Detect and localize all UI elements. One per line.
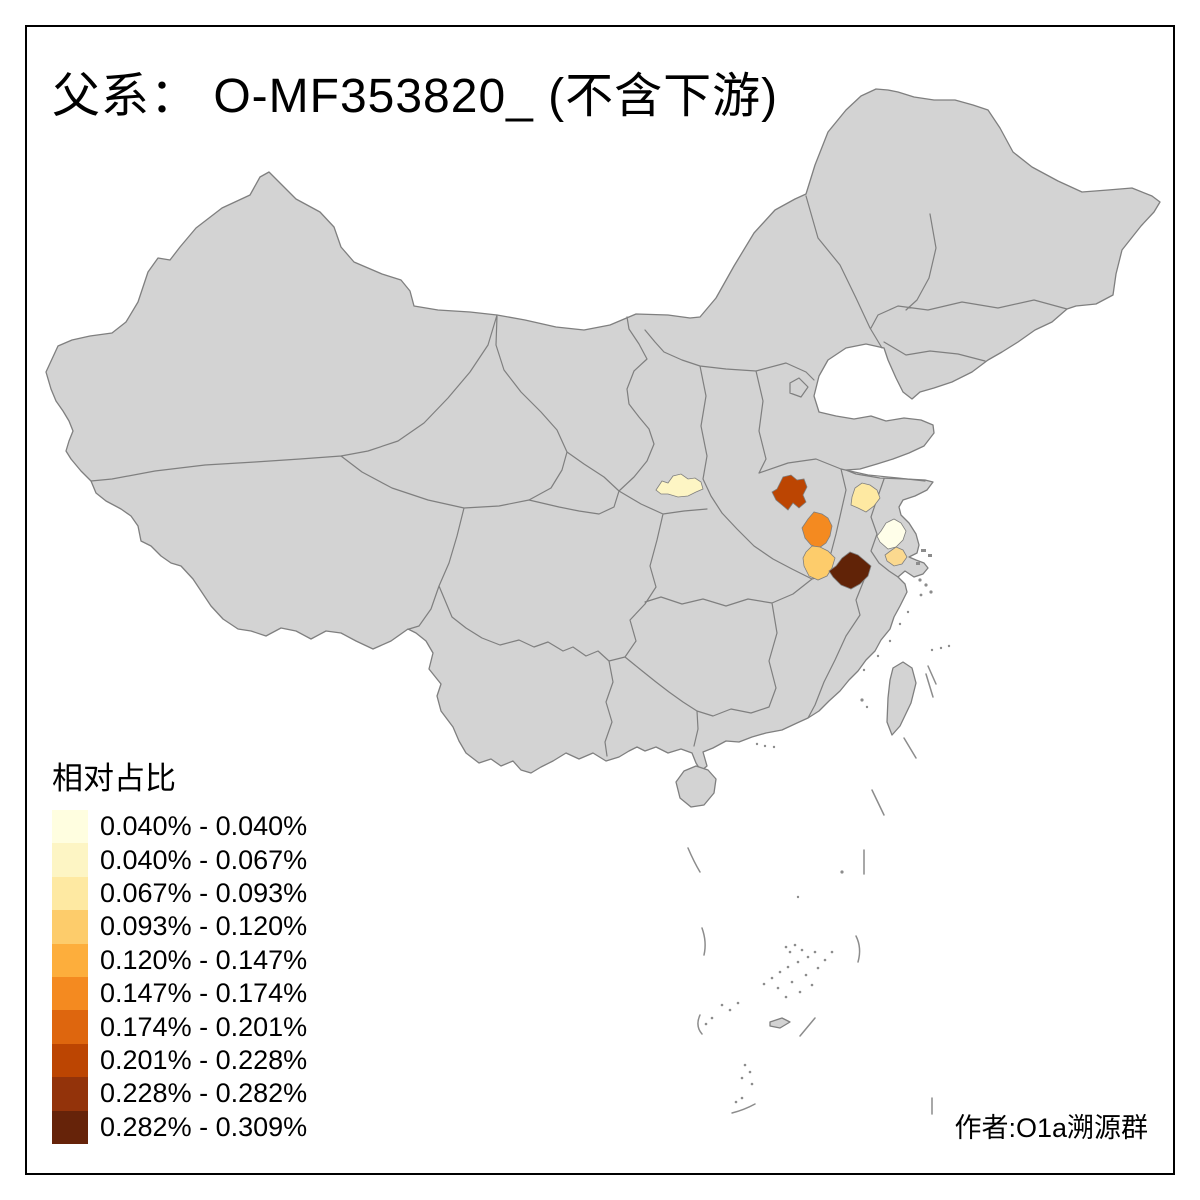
region-guanzhong-shaanxi	[655, 473, 704, 498]
legend-range-label: 0.228% - 0.282%	[100, 1078, 308, 1109]
legend: 相对占比 0.040% - 0.040% 0.040% - 0.067% 0.067…	[52, 753, 307, 1144]
legend-color-swatch	[52, 943, 88, 977]
legend-title: 相对占比	[52, 761, 176, 796]
region-central-henan	[801, 511, 833, 549]
legend-range-label: 0.093% - 0.120%	[100, 911, 308, 942]
legend-item: 0.120% - 0.147%	[52, 943, 308, 977]
legend-color-swatch	[52, 876, 88, 911]
region-southwest-anhui	[828, 551, 872, 590]
legend-range-label: 0.282% - 0.309%	[100, 1111, 308, 1142]
legend-item: 0.067% - 0.093%	[52, 876, 308, 911]
legend-rows: 0.040% - 0.040% 0.040% - 0.067% 0.067% - 0…	[52, 810, 307, 1144]
region-north-henan	[771, 474, 808, 511]
legend-item: 0.093% - 0.120%	[52, 910, 308, 944]
legend-item: 0.228% - 0.282%	[52, 1077, 308, 1111]
legend-item: 0.174% - 0.201%	[52, 1010, 308, 1044]
taiwan-island-shape	[886, 661, 917, 736]
legend-color-swatch	[52, 843, 88, 877]
china-mainland-shape	[45, 88, 1161, 774]
legend-range-label: 0.040% - 0.067%	[100, 844, 308, 875]
legend-range-label: 0.040% - 0.040%	[100, 811, 308, 842]
legend-range-label: 0.067% - 0.093%	[100, 877, 308, 908]
hainan-island-shape	[675, 765, 717, 808]
page-title: 父系： O-MF353820_ (不含下游)	[52, 70, 779, 123]
legend-color-swatch	[52, 1043, 88, 1078]
legend-range-label: 0.174% - 0.201%	[100, 1011, 308, 1042]
legend-item: 0.201% - 0.228%	[52, 1043, 308, 1078]
legend-item: 0.040% - 0.067%	[52, 843, 308, 877]
legend-color-swatch	[52, 1110, 88, 1144]
highlighted-regions-group	[655, 473, 908, 590]
coastal-islands	[755, 549, 951, 816]
legend-color-swatch	[52, 910, 88, 944]
south-china-sea-islands	[687, 847, 933, 1115]
region-southeast-jiangsu	[884, 546, 908, 567]
legend-range-label: 0.147% - 0.174%	[100, 978, 308, 1009]
legend-item: 0.147% - 0.174%	[52, 976, 308, 1011]
region-north-jiangsu	[850, 482, 881, 513]
legend-item: 0.040% - 0.040%	[52, 810, 308, 844]
legend-color-swatch	[52, 1077, 88, 1111]
legend-range-label: 0.201% - 0.228%	[100, 1044, 308, 1075]
author-credit: 作者:O1a溯源群	[954, 1113, 1148, 1143]
legend-item: 0.282% - 0.309%	[52, 1110, 308, 1144]
legend-color-swatch	[52, 1010, 88, 1044]
legend-color-swatch	[52, 976, 88, 1011]
legend-range-label: 0.120% - 0.147%	[100, 944, 308, 975]
legend-color-swatch	[52, 810, 88, 844]
region-central-jiangsu	[876, 518, 907, 550]
province-borders	[90, 195, 1068, 757]
